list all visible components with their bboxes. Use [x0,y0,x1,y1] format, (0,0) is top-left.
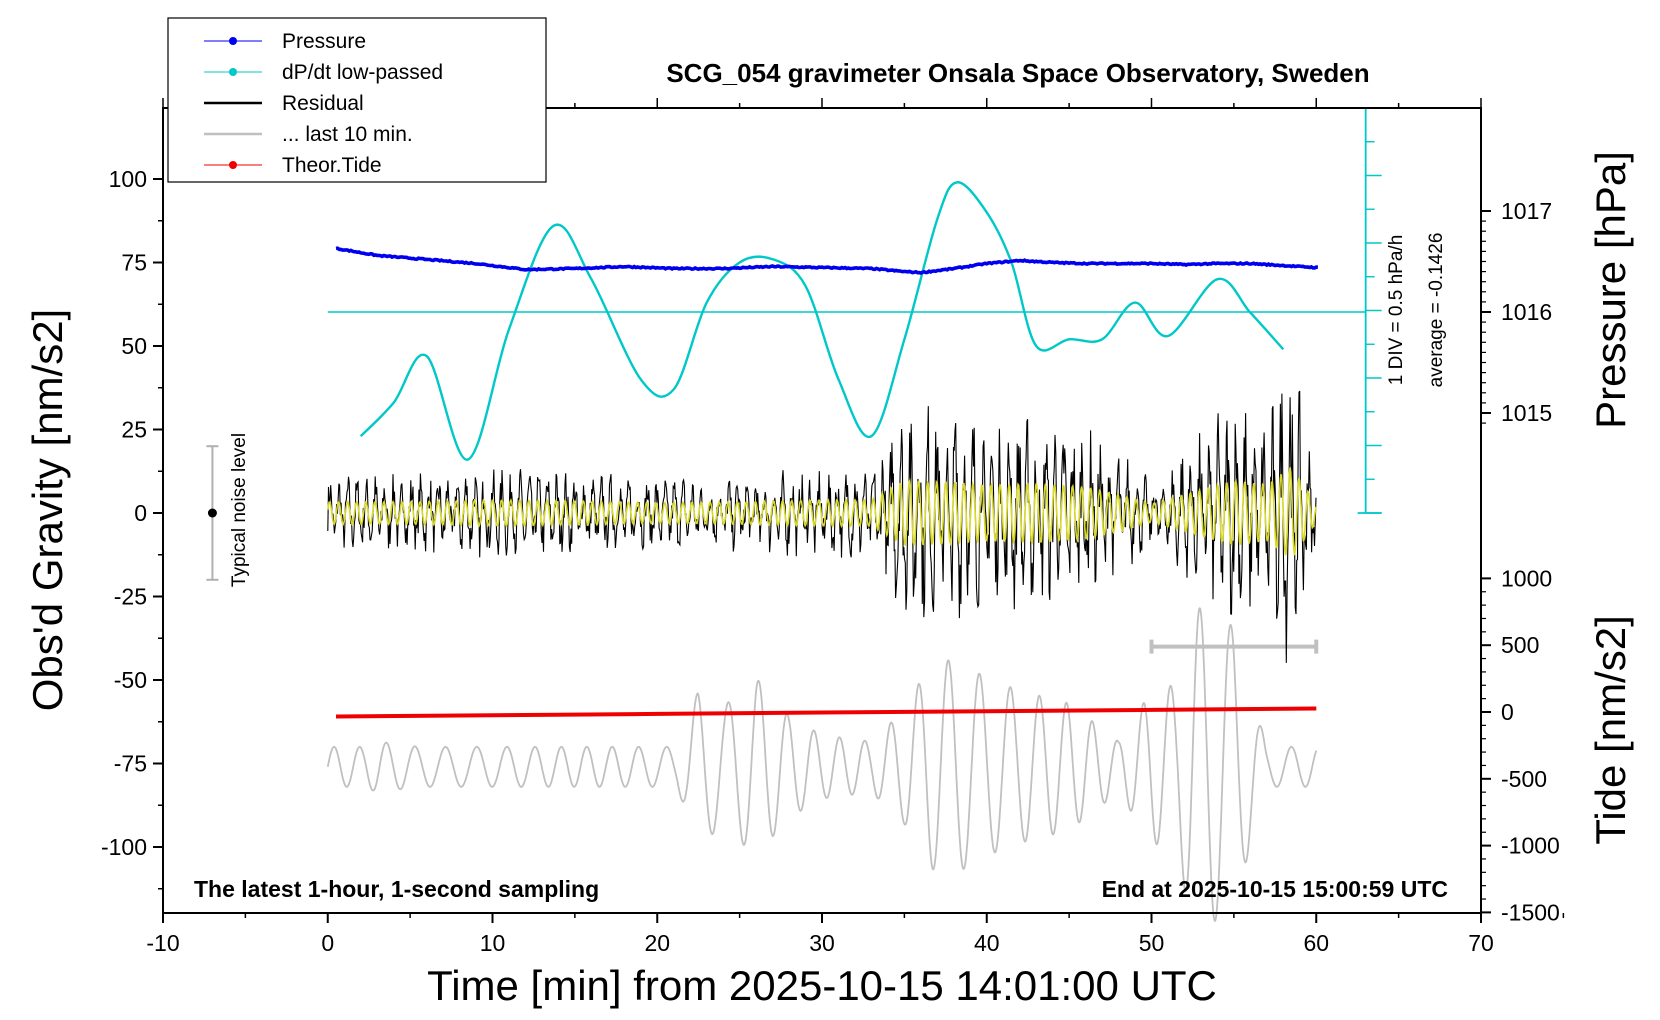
ticks-layer: -10 0 10 20 30 40 50 60 701007550250-25-50-75-10… [101,98,1565,956]
noise-dot [207,508,217,518]
y-tide-tick-label: -1500 [1501,899,1560,925]
y-left-tick-label: -50 [114,667,147,693]
x-tick-label: 70 [1468,930,1494,956]
y-tide-tick-label: 500 [1501,632,1539,658]
legend: Pressure dP/dt low-passed Residual ... last… [167,17,547,183]
noise-level-label: Typical noise level [229,433,250,587]
series-pressure [335,246,1319,276]
legend-label: ... last 10 min. [282,123,413,146]
x-tick-label: 40 [974,930,1000,956]
y-left-tick-label: -100 [101,834,147,860]
legend-label: dP/dt low-passed [282,61,443,84]
series-dpdt [359,181,1285,461]
y-tide-tick-label: 1000 [1501,565,1552,591]
x-tick-label: 10 [480,930,506,956]
y-left-tick-label: 25 [121,417,147,443]
scale-div-label: 1 DIV = 0.5 hPa/h [1386,235,1407,386]
y-axis-title-gravity: Obs'd Gravity [nm/s2] [24,309,71,711]
chart-title: SCG_054 gravimeter Onsala Space Observat… [666,58,1369,88]
note-bottom-left: The latest 1-hour, 1-second sampling [194,876,599,902]
y-tide-tick-label: 0 [1501,699,1514,725]
x-tick-label: 0 [321,930,334,956]
legend-label: Theor.Tide [282,154,382,177]
note-bottom-right: End at 2025-10-15 15:00:59 UTC [1102,876,1448,902]
y-tide-tick-label: -1000 [1501,833,1560,859]
y-left-tick-label: 50 [121,333,147,359]
y-pressure-tick-label: 1015 [1501,400,1552,426]
legend-marker [229,37,237,45]
x-tick-label: 30 [809,930,835,956]
legend-marker [229,68,237,76]
x-tick-label: 60 [1303,930,1329,956]
legend-label: Pressure [282,30,366,53]
x-tick-label: 20 [644,930,670,956]
y-tide-tick-label: -500 [1501,766,1547,792]
legend-box [167,17,547,183]
series-residual-filtered [327,467,1317,556]
series-theor-tide [335,706,1317,719]
legend-marker [229,161,237,169]
series-last10min [326,607,1318,922]
x-tick-label: 50 [1139,930,1165,956]
y-pressure-tick-label: 1017 [1501,198,1552,224]
y-pressure-tick-label: 1016 [1501,299,1552,325]
y-left-tick-label: -75 [114,751,147,777]
x-axis-title: Time [min] from 2025-10-15 14:01:00 UTC [427,962,1217,1009]
y-left-tick-label: -25 [114,584,147,610]
legend-label: Residual [282,92,364,115]
plot-layer [206,107,1382,922]
scale-avg-label: average = -0.1426 [1426,233,1447,388]
y-left-tick-label: 0 [134,500,147,526]
y-left-tick-label: 75 [121,250,147,276]
y-axis-title-tide: Tide [nm/s2] [1587,615,1634,845]
x-tick-label: -10 [146,930,179,956]
y-left-tick-label: 100 [109,166,147,192]
y-axis-title-pressure: Pressure [hPa] [1587,151,1634,429]
